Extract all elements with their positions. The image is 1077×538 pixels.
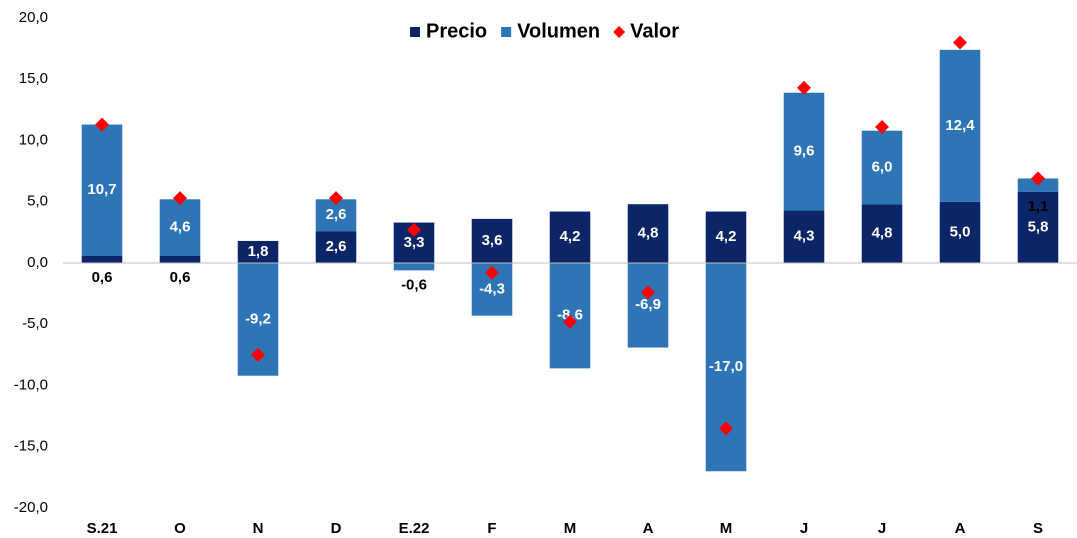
valor-marker [953,35,967,50]
x-tick-label: D [331,520,342,537]
bar-segment [81,255,123,263]
data-label: 0,6 [170,269,191,286]
bar-segment [939,49,981,202]
y-tick-label: -15,0 [14,438,48,455]
data-label: -4,3 [479,280,505,297]
data-label: 10,7 [87,181,116,198]
bar-segment [1017,191,1059,263]
x-tick-label: F [487,520,496,537]
y-tick-label: 0,0 [27,254,48,271]
y-tick-label: -5,0 [22,315,48,332]
x-tick-label: J [800,520,808,537]
x-tick-label: N [253,520,264,537]
legend-label: Volumen [517,20,600,42]
x-tick-label: S.21 [87,520,118,537]
y-tick-label: 15,0 [19,70,48,87]
data-label: -0,6 [401,276,427,293]
data-label: 2,6 [326,238,347,255]
x-tick-label: A [643,520,654,537]
data-label: 5,8 [1028,218,1049,235]
y-tick-label: 10,0 [19,131,48,148]
valor-marker [875,120,889,135]
x-tick-label: M [720,520,733,537]
x-tick-label: S [1033,520,1043,537]
bar-segment [315,231,357,263]
legend-swatch [613,26,626,38]
data-label: 4,8 [872,225,893,242]
bar-segment [237,240,279,263]
data-label: 4,6 [170,218,191,235]
valor-marker [95,117,109,132]
valor-marker [563,314,577,329]
legend-label: Valor [630,20,679,42]
legend-label: Precio [426,20,487,42]
bar-segment [549,211,591,263]
bar-segment [861,204,903,263]
x-tick-label: E.22 [399,520,430,537]
valor-marker [719,421,733,436]
bar-segment [159,255,201,263]
data-label: 6,0 [872,158,893,175]
bar-segment [627,263,669,348]
bar-segment [861,130,903,205]
x-tick-label: J [878,520,886,537]
bar-segment [705,211,747,263]
bar-segment [471,218,513,263]
data-label: -17,0 [709,358,743,375]
bar-segment [783,210,825,263]
valor-marker [797,80,811,95]
y-tick-label: -20,0 [14,499,48,516]
data-label: 0,6 [92,269,113,286]
bar-segment [705,263,747,472]
bar-segment [81,124,123,256]
data-label: 3,3 [404,234,425,251]
data-label: 5,0 [950,223,971,240]
data-label: 4,2 [560,228,581,245]
y-tick-label: 5,0 [27,193,48,210]
valor-marker [1031,171,1045,186]
bar-segment [939,201,981,263]
data-label: 12,4 [945,117,975,134]
data-label: 4,2 [716,228,737,245]
x-tick-label: M [564,520,577,537]
data-label: 9,6 [794,142,815,159]
bar-segment [627,204,669,263]
data-label: 3,6 [482,232,503,249]
y-tick-label: 20,0 [19,9,48,26]
bar-segment [783,92,825,211]
x-tick-label: O [174,520,186,537]
data-label: 1,1 [1028,198,1049,215]
legend-swatch [501,27,512,37]
legend-swatch [410,27,420,37]
valor-marker [251,347,265,362]
data-label: 4,3 [794,228,815,245]
bar-segment [393,263,435,271]
bar-segment [159,199,201,256]
data-label: 1,8 [248,243,269,260]
data-label: 4,8 [638,225,659,242]
data-label: 2,6 [326,206,347,223]
x-tick-label: A [955,520,966,537]
y-tick-label: -10,0 [14,376,48,393]
valor-marker [407,222,421,237]
valor-marker [485,265,499,280]
valor-marker [641,285,655,300]
data-label: -6,9 [635,296,661,313]
valor-marker [329,191,343,206]
data-label: -9,2 [245,310,271,327]
valor-marker [173,191,187,206]
